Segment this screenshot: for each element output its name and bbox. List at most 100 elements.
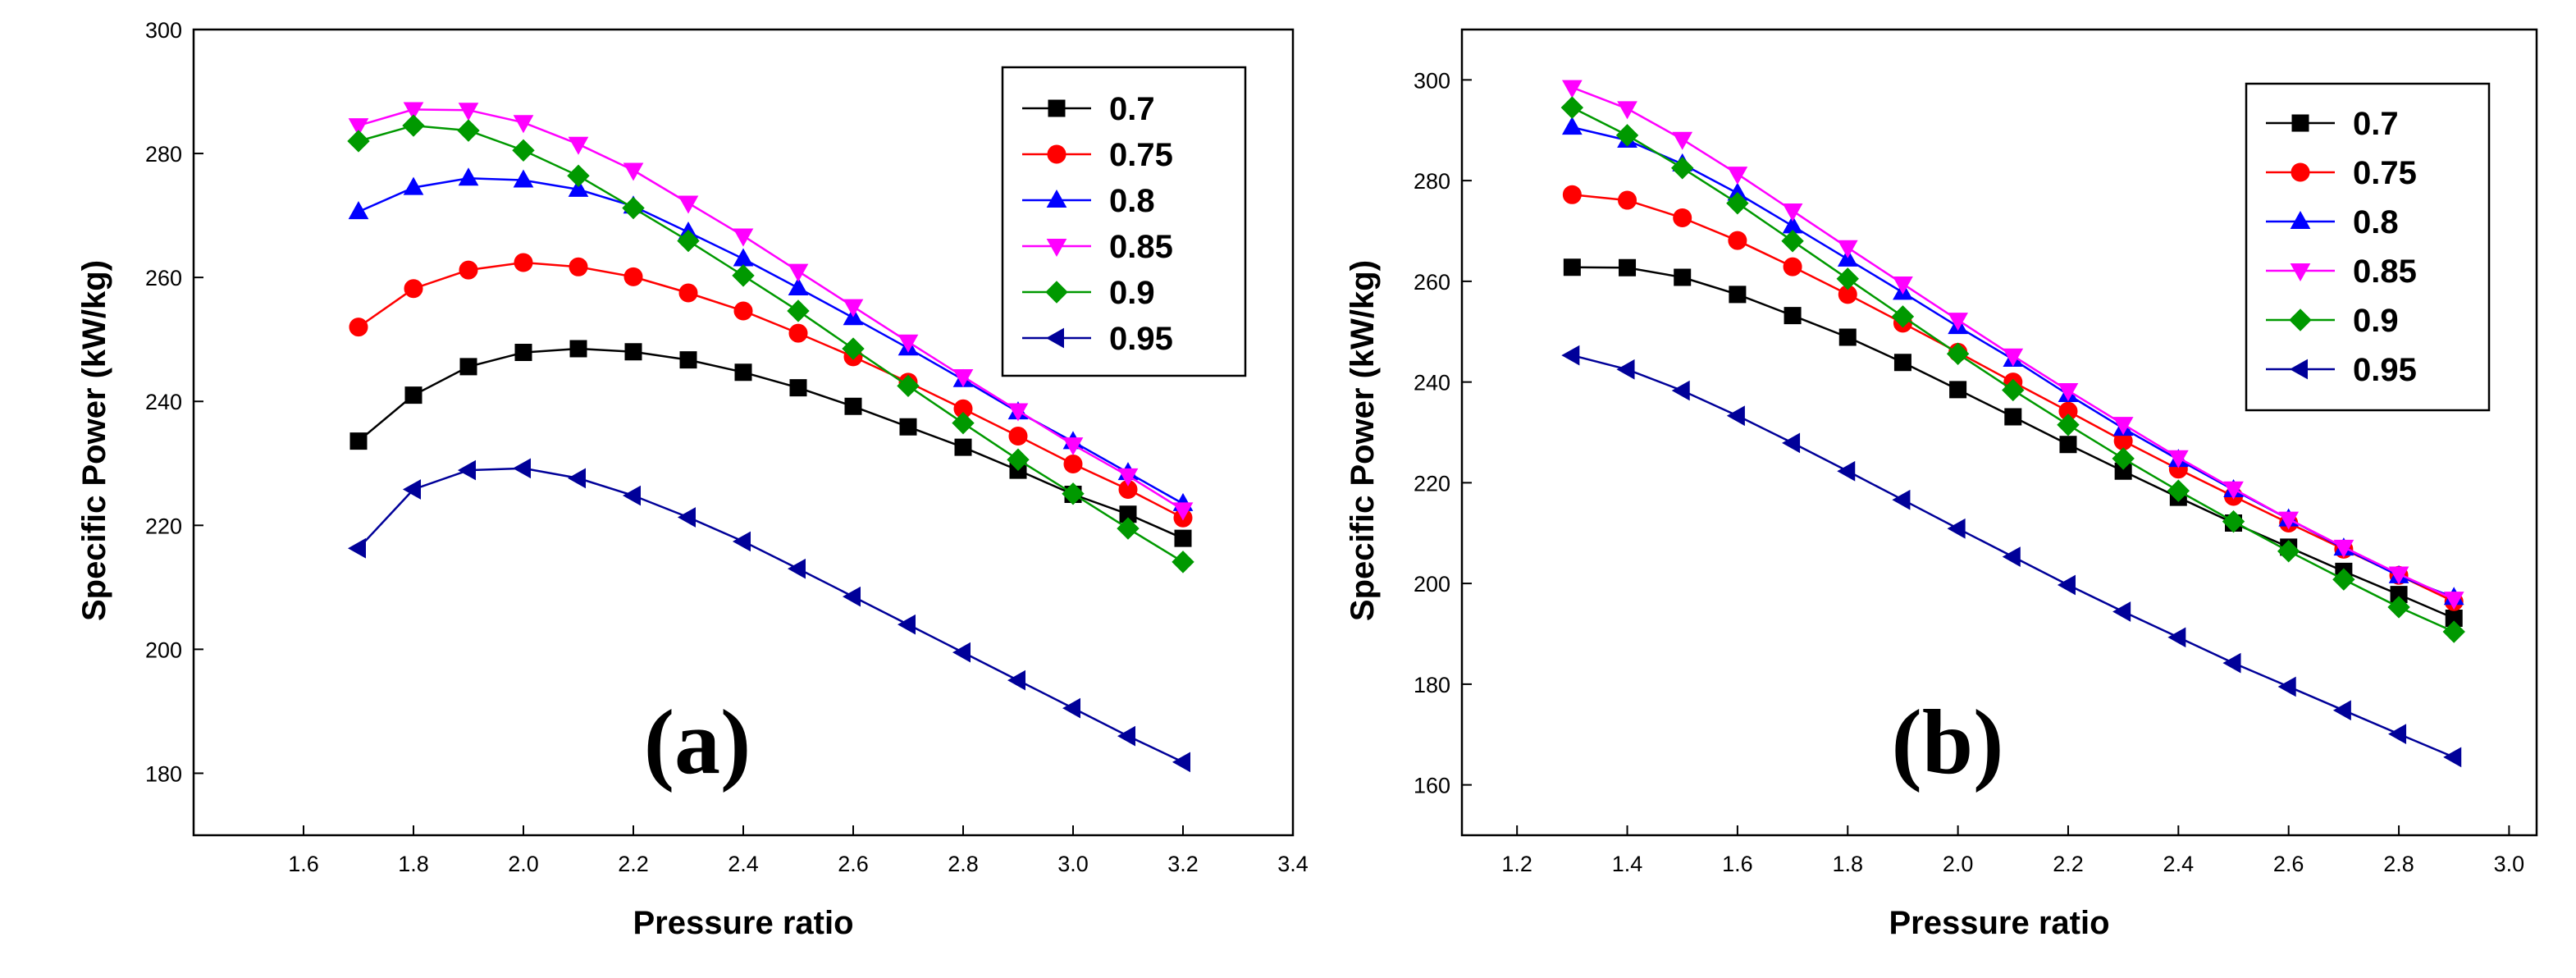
x-tick-label: 1.4 [1612,852,1643,876]
y-tick-label: 260 [145,266,182,290]
x-tick-label: 2.4 [2163,852,2195,876]
x-tick-label: 1.8 [1832,852,1863,876]
legend-label: 0.8 [2353,204,2399,240]
data-point-0.75 [1728,231,1747,250]
data-point-0.85 [788,263,809,282]
data-point-0.9 [1891,305,1915,328]
data-point-0.75 [459,260,478,280]
legend-marker [2291,114,2309,132]
legend-marker [1047,144,1066,164]
data-point-0.95 [1837,460,1856,482]
data-point-0.95 [1007,670,1025,691]
data-point-0.8 [733,248,754,267]
data-point-0.85 [843,299,864,318]
data-point-0.85 [2167,450,2189,468]
y-axis-title: Specific Power (kW/kg) [76,260,112,621]
data-point-0.7 [954,438,972,456]
data-point-0.9 [2167,479,2190,502]
data-point-0.9 [1615,124,1639,147]
legend-box [1001,66,1247,377]
data-point-0.9 [2222,510,2245,533]
data-point-0.95 [952,642,971,663]
y-tick-label: 280 [1414,169,1450,194]
legend-marker [2289,359,2308,380]
data-point-0.7 [2390,586,2408,604]
data-point-0.9 [567,164,590,187]
data-point-0.9 [1671,157,1694,180]
legend-marker [2290,263,2311,282]
y-tick-label: 200 [1414,572,1450,596]
data-point-0.9 [1726,192,1749,215]
data-point-0.95 [347,537,366,559]
data-point-0.95 [1561,345,1580,366]
data-point-0.7 [459,358,477,376]
legend-label: 0.75 [2353,155,2417,191]
legend-label: 0.85 [2353,254,2417,290]
series-line-0.95 [358,467,1184,764]
x-tick-label: 3.4 [1277,852,1309,876]
data-point-0.7 [679,351,697,369]
data-point-0.75 [404,279,423,299]
y-tick-label: 280 [145,142,182,167]
legend-marker [1045,281,1068,304]
data-point-0.9 [512,139,535,162]
legend-marker [1045,327,1064,349]
data-point-0.8 [568,178,589,197]
series-line-0.85 [358,108,1184,511]
x-axis-title: Pressure ratio [1889,905,2109,941]
data-point-0.95 [842,586,861,607]
data-point-0.95 [567,468,586,489]
data-point-0.95 [2332,700,2351,721]
legend-marker [1046,239,1067,258]
y-tick-label: 260 [1414,270,1450,295]
data-point-0.7 [569,340,587,358]
data-point-0.9 [842,337,865,360]
x-axis-title: Pressure ratio [633,905,853,941]
series-line-0.75 [358,261,1184,519]
legend-label: 0.7 [2353,106,2399,142]
y-tick-label: 300 [145,18,182,43]
data-point-0.85 [952,369,974,388]
data-point-0.85 [1727,167,1748,185]
data-point-0.85 [2003,348,2024,367]
data-point-0.7 [1119,505,1137,523]
data-point-0.8 [403,176,424,195]
legend-box [2245,82,2491,412]
x-tick-label: 2.0 [508,852,539,876]
data-point-0.95 [1782,432,1801,454]
data-point-0.9 [1117,517,1140,540]
chart-b: 1.2 1.4 1.6 1.8 2.0 2.2 2.4 2.6 2.8 3.0 160 180 200 2… [1345,28,2538,941]
data-point-0.9 [1007,448,1030,471]
data-point-0.9 [897,374,920,398]
data-point-0.85 [1617,101,1637,120]
data-point-0.7 [1893,354,1911,372]
data-point-0.9 [952,411,975,435]
data-point-0.85 [1062,437,1084,456]
data-point-0.95 [1671,380,1690,401]
y-tick-label: 300 [1414,68,1450,93]
legend-marker [2289,308,2312,331]
legend-label: 0.7 [1109,91,1155,127]
data-point-0.85 [513,115,534,134]
data-point-0.75 [1063,455,1083,474]
x-tick-label: 3.0 [2494,852,2525,876]
data-point-0.7 [844,397,862,415]
x-tick-label: 3.2 [1167,852,1199,876]
data-point-0.7 [1563,258,1581,276]
data-point-0.85 [2443,592,2464,610]
legend-label: 0.95 [2353,352,2417,388]
data-point-0.75 [1783,257,1802,276]
data-point-0.85 [1172,502,1194,521]
data-point-0.9 [1946,342,1970,365]
series-line-0.7 [358,347,1184,540]
data-point-0.85 [2223,481,2244,500]
data-point-0.8 [1562,117,1583,135]
panel-label: (b) [1892,692,2004,793]
data-point-0.7 [734,363,752,382]
data-point-0.7 [404,386,422,404]
data-point-0.95 [1726,405,1745,427]
data-point-0.85 [1562,80,1583,98]
legend-label: 0.9 [2353,303,2399,339]
data-point-0.85 [1672,131,1693,150]
